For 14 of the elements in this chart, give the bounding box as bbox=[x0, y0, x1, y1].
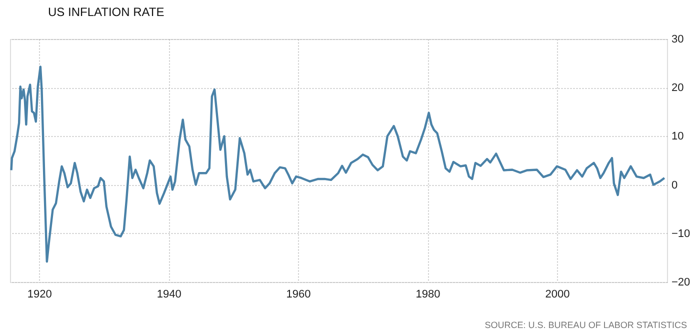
y-tick-label: −10 bbox=[672, 228, 690, 240]
x-tick-label: 2000 bbox=[545, 288, 570, 300]
y-tick-label: 30 bbox=[672, 34, 684, 46]
x-tick-label: 1940 bbox=[156, 288, 182, 300]
x-tick-label: 1960 bbox=[286, 288, 311, 300]
y-tick-label: 10 bbox=[672, 130, 684, 143]
x-tick-label: 1920 bbox=[27, 288, 52, 300]
line-series bbox=[10, 66, 666, 263]
source-note: SOURCE: U.S. BUREAU OF LABOR STATISTICS bbox=[484, 320, 687, 330]
chart-title: US INFLATION RATE bbox=[48, 5, 164, 19]
y-tick-label: 20 bbox=[672, 82, 684, 94]
y-tick-label: −20 bbox=[672, 276, 690, 288]
x-tick-label: 1980 bbox=[416, 288, 440, 300]
y-tick-label: 0 bbox=[672, 179, 678, 192]
